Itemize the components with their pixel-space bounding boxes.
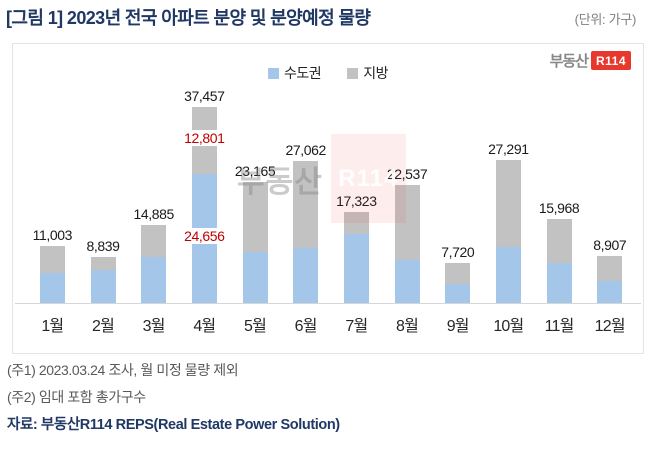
- stacked-bar: [90, 256, 116, 303]
- bar-column: 37,457 12,801 24,656: [179, 44, 230, 303]
- brand-logo-text: 부동산: [549, 53, 589, 70]
- total-value-label: 14,885: [133, 206, 174, 223]
- footnote-1: (주1) 2023.03.24 조사, 월 미정 물량 제외: [7, 362, 239, 378]
- bar-column: 7,720: [432, 44, 483, 303]
- brand-logo: 부동산 R114: [550, 50, 631, 71]
- x-tick-label: 9월: [446, 318, 470, 335]
- stacked-bar: [293, 161, 319, 303]
- stacked-bar: [242, 181, 268, 303]
- total-value-label: 15,968: [538, 200, 580, 217]
- x-tick-label: 8월: [396, 318, 419, 335]
- bar-column: 27,291: [483, 44, 534, 303]
- plot-area: 11,003 8,839 14,885 37,457 12,801 24,656 23,16…: [27, 44, 635, 303]
- footnote-2: (주2) 임대 포함 총가구수: [7, 389, 146, 405]
- bar-column: 22,537: [382, 44, 433, 303]
- x-axis-line: [15, 303, 641, 304]
- bar-segment-capital: [343, 233, 369, 303]
- segment-value-label: 24,656: [182, 228, 227, 244]
- bar-segment-regional: [495, 160, 521, 247]
- bar-segment-regional: [343, 212, 369, 234]
- segment-value-label: 12,801: [182, 130, 227, 146]
- stacked-bar: [394, 185, 420, 303]
- total-value-label: 8,907: [593, 237, 627, 254]
- x-tick-label: 3월: [142, 318, 166, 335]
- bar-segment-capital: [39, 273, 65, 303]
- chart-area: 부동산 R114 수도권 지방 11,003 8,839 14,885 37,457 1…: [12, 43, 644, 354]
- regional-swatch-icon: [347, 67, 359, 79]
- bar-segment-capital: [597, 281, 623, 303]
- source-line: 자료: 부동산R114 REPS(Real Estate Power Solut…: [7, 417, 340, 433]
- bar-column: 11,003: [27, 44, 78, 303]
- bar-segment-capital: [242, 251, 268, 303]
- x-tick-label: 12월: [594, 318, 626, 335]
- legend-label-regional: 지방: [363, 65, 388, 81]
- bar-segment-capital: [90, 270, 116, 303]
- bar-column: 27,062: [280, 44, 331, 303]
- stacked-bar: [39, 245, 65, 303]
- bar-segment-regional: [242, 181, 268, 252]
- total-value-label: 11,003: [32, 226, 73, 243]
- total-value-label: 17,323: [336, 193, 377, 210]
- month-axis: 1월 2월 3월 4월 5월 6월 7월 8월 9월 10월 11월 12월: [27, 312, 635, 336]
- x-tick-label: 10월: [493, 318, 524, 335]
- bar-segment-regional: [293, 161, 319, 248]
- x-tick-label: 1월: [41, 318, 64, 335]
- bar-segment-regional: [546, 219, 572, 263]
- total-value-label: 37,457: [184, 88, 225, 104]
- bar-column: 23,165: [230, 44, 281, 303]
- capital-swatch-icon: [268, 67, 280, 79]
- page-title: [그림 1] 2023년 전국 아파트 분양 및 분양예정 물량: [6, 8, 371, 28]
- bar-segment-capital: [394, 260, 420, 303]
- brand-logo-mark: R114: [590, 51, 631, 70]
- stacked-bar: [597, 256, 623, 303]
- legend-item-capital: 수도권: [268, 63, 322, 83]
- bar-column: 8,907: [584, 44, 635, 303]
- total-value-label: 27,291: [488, 141, 529, 158]
- bar-segment-capital: [495, 246, 521, 303]
- x-tick-label: 2월: [91, 318, 115, 335]
- x-tick-label: 6월: [294, 318, 318, 335]
- stacked-bar: [495, 160, 521, 303]
- bar-segment-regional: [141, 225, 167, 257]
- legend-label-capital: 수도권: [284, 65, 322, 81]
- bar-column: 14,885: [128, 44, 179, 303]
- x-tick-label: 7월: [345, 318, 368, 335]
- bar-segment-regional: [445, 262, 471, 285]
- chart-legend: 수도권 지방: [268, 63, 388, 83]
- unit-label: (단위: 가구): [574, 12, 637, 27]
- stacked-bar: [546, 219, 572, 303]
- bar-segment-capital: [141, 257, 167, 303]
- bar-segment-capital: [546, 262, 572, 303]
- total-value-label: 8,839: [86, 237, 120, 254]
- bar-segment-capital: [293, 247, 319, 303]
- legend-item-regional: 지방: [347, 63, 388, 83]
- bar-segment-regional: [39, 245, 65, 274]
- bar-column: 15,968: [534, 44, 585, 303]
- bar-segment-regional: [394, 185, 420, 261]
- x-tick-label: 11월: [544, 318, 575, 335]
- x-tick-label: 5월: [244, 318, 267, 335]
- stacked-bar: [343, 212, 369, 303]
- bar-column: 17,323: [331, 44, 382, 303]
- x-tick-label: 4월: [193, 318, 216, 335]
- bar-segment-regional: [597, 256, 623, 281]
- bar-segment-regional: [90, 256, 116, 270]
- total-value-label: 7,720: [441, 243, 475, 260]
- stacked-bar: [141, 225, 167, 303]
- total-value-label: 23,165: [234, 162, 276, 179]
- bar-column: 8,839: [78, 44, 129, 303]
- total-value-label: 22,537: [386, 166, 428, 183]
- stacked-bar: [445, 262, 471, 303]
- total-value-label: 27,062: [285, 142, 326, 159]
- bar-segment-capital: [445, 284, 471, 303]
